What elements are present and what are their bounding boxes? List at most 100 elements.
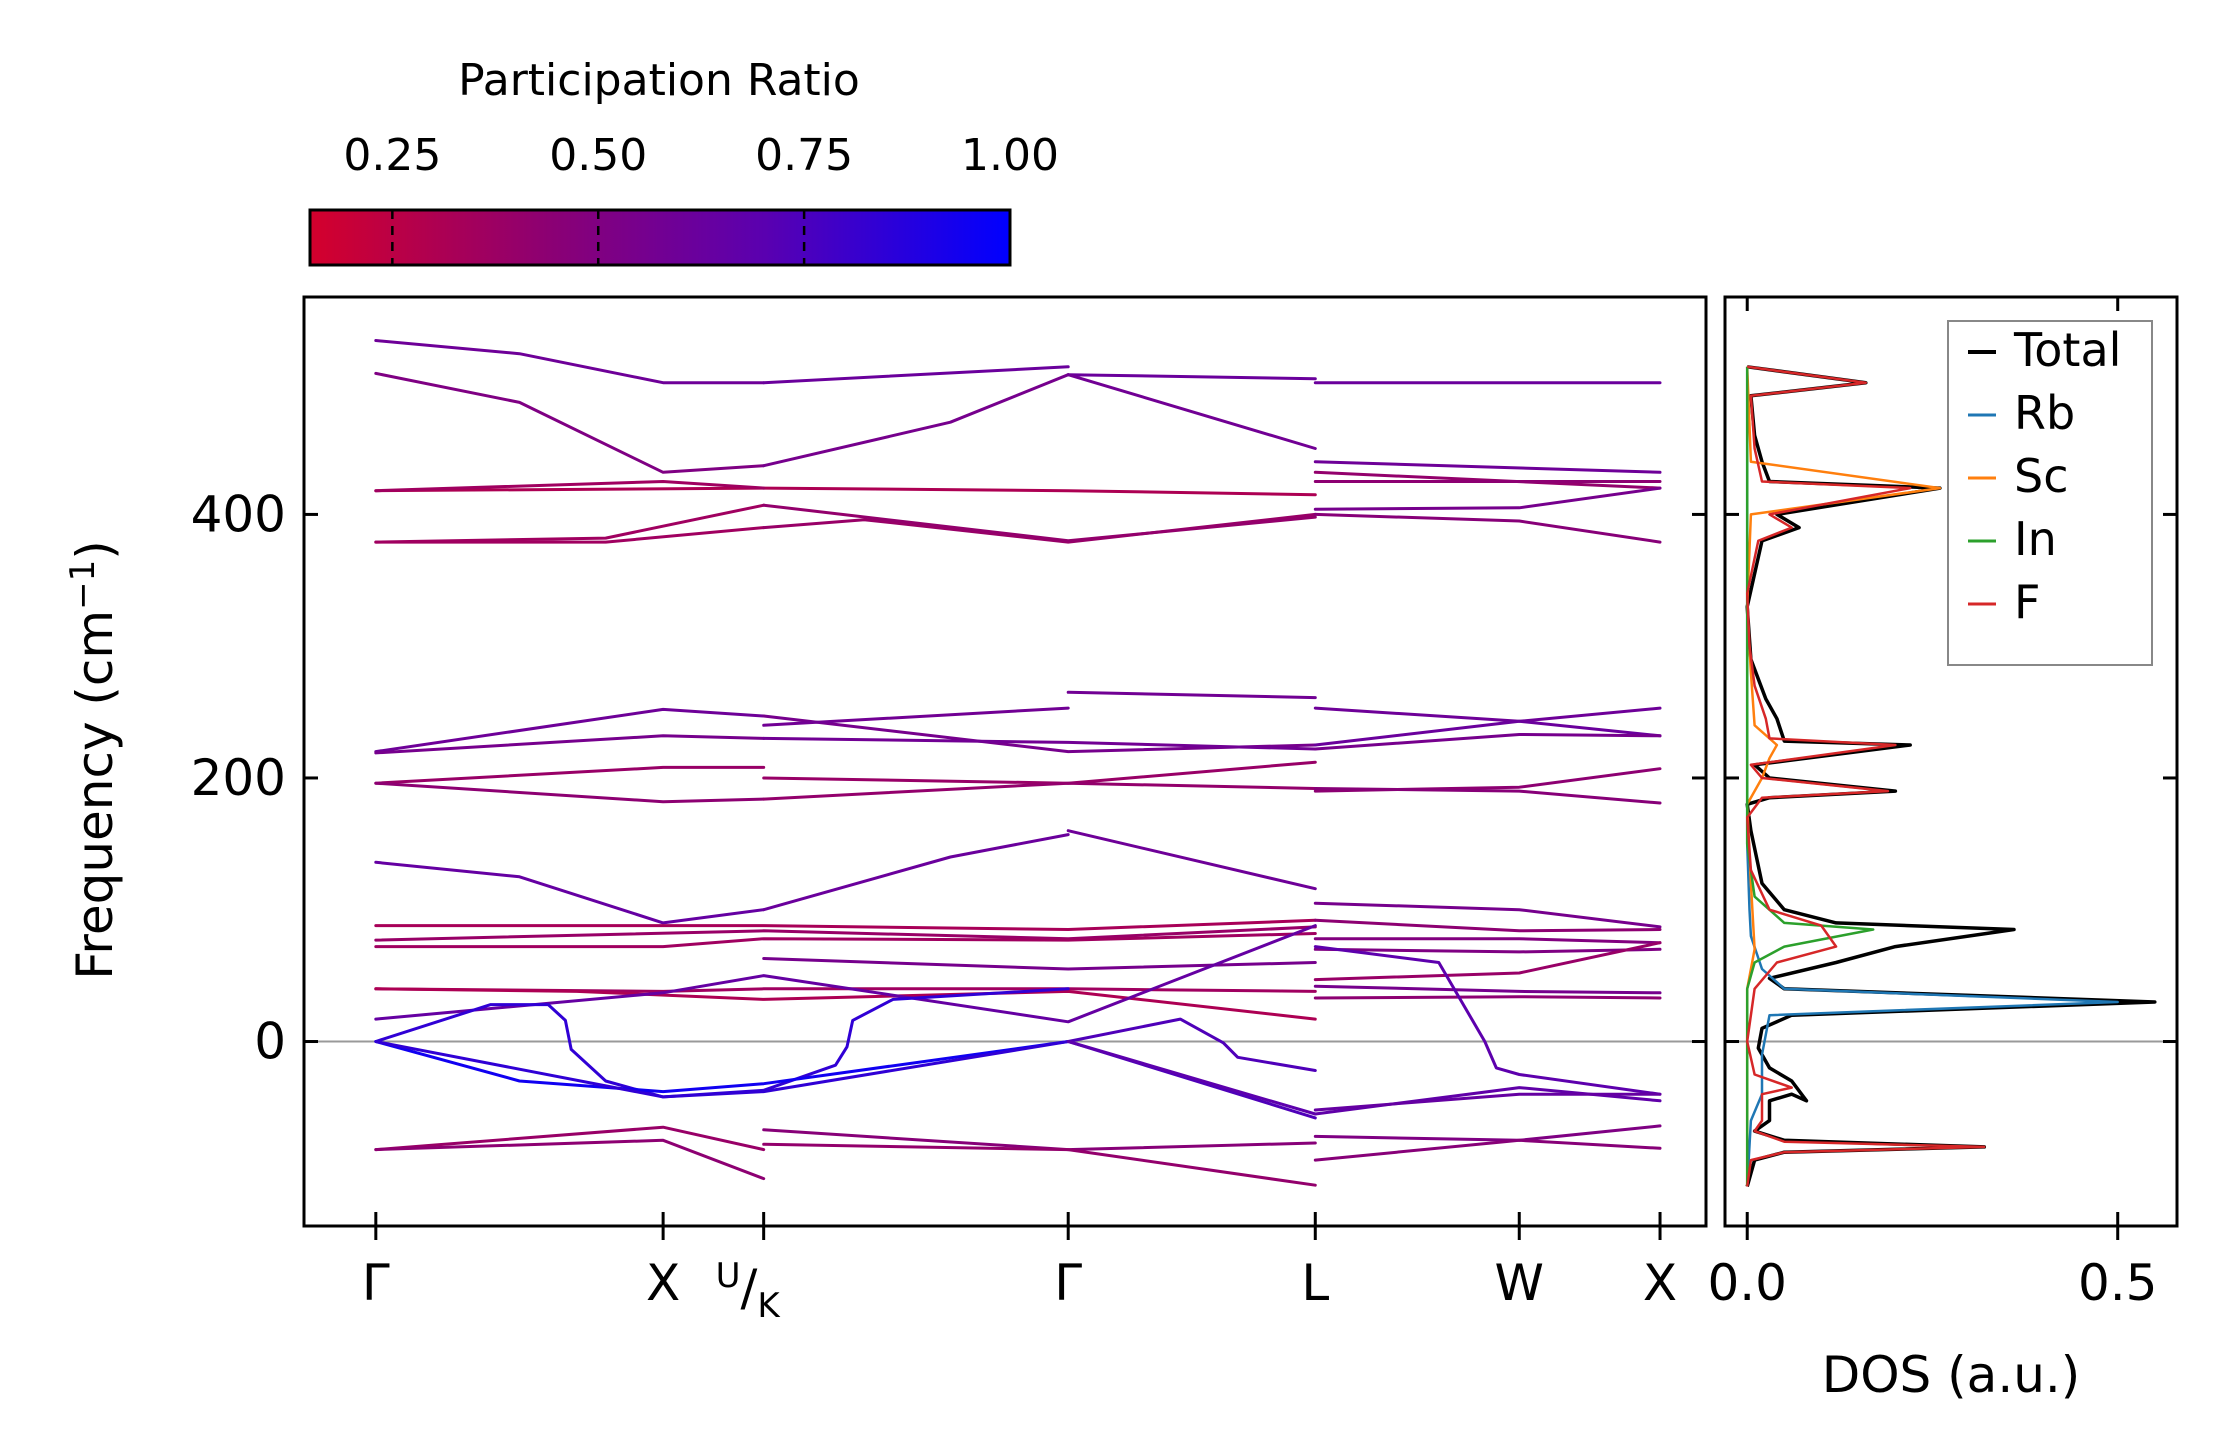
band-line <box>374 924 1317 1024</box>
band-line <box>374 860 766 925</box>
colorbar-ticks: 0.25 0.50 0.75 1.00 <box>343 130 1059 265</box>
band-line <box>762 503 1317 543</box>
band-line <box>1066 690 1317 700</box>
legend-label: Sc <box>2014 449 2069 503</box>
kpoint-label: U/K <box>716 1256 782 1326</box>
kpoint-label-slash: / <box>741 1259 758 1317</box>
band-line <box>1313 1086 1662 1116</box>
dos-lines <box>1745 365 2157 1187</box>
band-line <box>1313 918 1662 933</box>
band-line <box>762 373 1070 468</box>
band-line <box>374 503 766 544</box>
band-line <box>1313 460 1662 474</box>
colorbar-tick-label: 0.50 <box>549 130 647 181</box>
band-line <box>762 957 1317 971</box>
band-line <box>374 781 766 804</box>
band-line <box>762 1142 1317 1187</box>
colorbar-title: Participation Ratio <box>458 55 860 106</box>
band-line <box>1313 719 1662 747</box>
band-line <box>374 987 1317 1021</box>
band-line <box>762 781 1317 801</box>
band-line <box>374 339 766 385</box>
band-lines <box>374 339 1662 1187</box>
colorbar-tick-label: 0.25 <box>343 130 441 181</box>
band-line <box>762 365 1070 385</box>
kpoint-label: X <box>1643 1254 1677 1312</box>
band-line <box>1313 901 1662 929</box>
y-axis-label-sup: −1 <box>63 560 103 610</box>
dos-series-rb <box>1745 366 2119 1187</box>
kpoint-label: Γ <box>362 1254 390 1312</box>
band-line <box>762 760 1317 785</box>
band-line <box>374 918 1317 931</box>
colorbar-tick-label: 0.75 <box>755 130 853 181</box>
band-line <box>1066 1040 1317 1116</box>
y-tick-label: 400 <box>191 485 286 543</box>
legend-label: In <box>2014 512 2057 566</box>
y-tick-label: 0 <box>254 1013 286 1071</box>
band-line <box>1313 486 1662 511</box>
y-tick-label: 200 <box>191 749 286 807</box>
band-line <box>1313 706 1662 723</box>
dos-frame <box>1723 295 2179 1228</box>
kpoint-label-post: K <box>757 1286 781 1326</box>
band-line <box>1313 1138 1662 1162</box>
band-line <box>1313 1124 1662 1142</box>
x-axis-label: DOS (a.u.) <box>1822 1346 2081 1404</box>
band-line <box>374 480 766 493</box>
band-line <box>1066 1017 1317 1072</box>
colorbar: Participation Ratio 0.25 0.50 0.75 1.00 <box>308 55 1059 267</box>
colorbar-bar <box>308 208 1012 267</box>
legend-label: Total <box>2013 323 2121 377</box>
dos-x-tick-label: 0.0 <box>1707 1254 1787 1312</box>
band-line <box>374 932 1317 949</box>
kpoint-label: X <box>646 1254 680 1312</box>
band-line <box>1313 984 1662 995</box>
y-ticks: 0 200 400 <box>191 485 1706 1071</box>
dos-x-tick-label: 0.5 <box>2078 1254 2158 1312</box>
band-line <box>374 1040 1070 1094</box>
band-line <box>762 833 1070 912</box>
kpoint-label: L <box>1301 1254 1329 1312</box>
dos-y-ticks <box>1725 512 2177 1044</box>
dos-series-f <box>1745 365 1986 1187</box>
dos-x-ticks: 0.0 0.5 <box>1707 297 2157 1312</box>
band-line <box>374 1040 1070 1099</box>
band-line <box>1066 373 1317 381</box>
kpoint-label: W <box>1495 1254 1544 1312</box>
legend-label: Rb <box>2014 386 2075 440</box>
band-line <box>374 486 1317 497</box>
dos-series-total <box>1745 365 2157 1187</box>
band-line <box>762 736 1317 751</box>
band-line <box>1313 937 1662 945</box>
band-line <box>374 707 766 754</box>
band-line <box>1313 733 1662 751</box>
main-frame <box>302 295 1708 1228</box>
band-line <box>374 1138 766 1181</box>
band-line <box>1313 787 1662 805</box>
colorbar-tick-label: 1.00 <box>961 130 1059 181</box>
band-line <box>762 706 1070 727</box>
y-axis-label-close: ) <box>66 540 124 560</box>
band-line <box>374 526 766 544</box>
band-line <box>1313 947 1662 954</box>
y-axis-label: Frequency (cm−1) <box>63 540 124 980</box>
legend-label: F <box>2014 575 2040 629</box>
band-line <box>374 734 766 755</box>
band-line <box>1066 373 1317 450</box>
band-line <box>1313 1092 1662 1112</box>
legend: Total Rb Sc In F <box>1947 320 2153 666</box>
band-line <box>1313 941 1662 982</box>
dos-panel: 0.0 0.5 DOS (a.u.) Total Rb Sc In F <box>1707 295 2179 1404</box>
band-line <box>374 371 766 474</box>
band-line <box>374 925 1317 942</box>
kpoint-label: Γ <box>1054 1254 1082 1312</box>
y-axis-label-main: Frequency (cm <box>66 610 124 980</box>
kpoint-ticks: Γ X U/K Γ L W X <box>362 1212 1677 1326</box>
band-line <box>374 765 766 785</box>
band-line <box>374 1125 766 1152</box>
band-line <box>1313 995 1662 1000</box>
kpoint-label-pre: U <box>716 1256 741 1296</box>
